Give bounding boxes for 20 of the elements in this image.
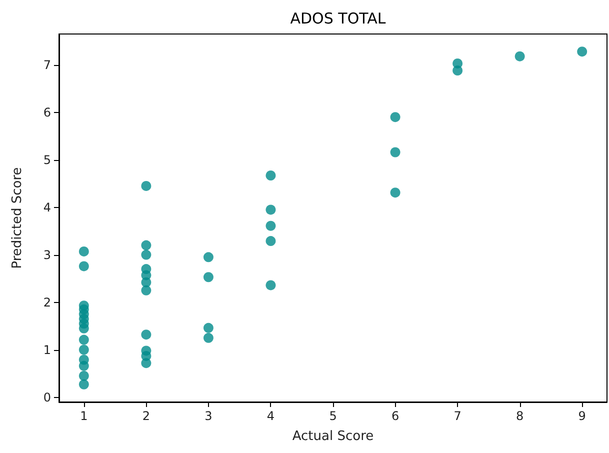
y-tick-label: 1: [43, 342, 51, 357]
x-axis-title: Actual Score: [292, 429, 374, 444]
y-axis-title: Predicted Score: [10, 167, 25, 269]
x-tick-label: 9: [578, 409, 586, 423]
chart-title: ADOS TOTAL: [290, 10, 386, 28]
x-tick-label: 3: [204, 409, 212, 423]
x-tick-label: 7: [454, 409, 462, 423]
y-tick-label: 2: [43, 295, 51, 310]
y-tick-label: 6: [43, 105, 51, 120]
x-tick-label: 1: [80, 409, 88, 423]
x-tick-label: 5: [329, 409, 337, 423]
x-tick-label: 2: [142, 409, 150, 423]
x-tick-label: 8: [516, 409, 524, 423]
y-tick-label: 7: [43, 58, 51, 72]
y-tick-label: 4: [43, 200, 51, 214]
x-tick-label: 4: [266, 409, 275, 423]
y-tick-label: 5: [43, 152, 51, 167]
x-tick-label: 6: [391, 409, 400, 423]
y-tick-label: 3: [43, 248, 51, 262]
y-tick-label: 0: [43, 390, 51, 404]
